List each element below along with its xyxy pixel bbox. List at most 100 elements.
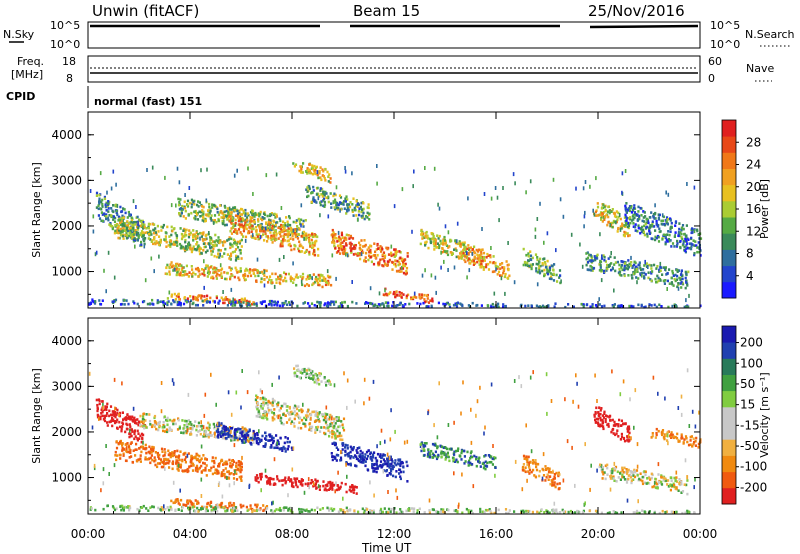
colorbar-segment [722, 168, 736, 186]
echo-region [624, 202, 703, 257]
echo-region [114, 439, 243, 482]
colorbar-tick-label: 16 [746, 202, 761, 216]
colorbar-segment [722, 455, 736, 473]
colorbar-segment [722, 249, 736, 267]
beam-title: Beam 15 [353, 2, 420, 20]
time-tick-label: 00:00 [71, 527, 106, 541]
echo-region [419, 228, 486, 266]
echo-region [521, 454, 561, 491]
echo-region [228, 211, 320, 257]
colorbar-tick-label: 15 [740, 398, 755, 412]
echo-region [382, 287, 434, 304]
echo-region [330, 228, 409, 276]
colorbar-tick-label: 20 [746, 180, 761, 194]
echo-region [522, 247, 562, 285]
colorbar-segment [722, 374, 736, 392]
echo-region [89, 504, 696, 515]
scatter-echoes [89, 164, 696, 303]
cpid-label: CPID [6, 90, 35, 103]
y-tick-label: 2000 [51, 219, 82, 233]
colorbar-segment [722, 152, 736, 169]
echo-region [88, 298, 702, 309]
noise-tick-bottom-right: 10^0 [710, 38, 740, 51]
echo-region [254, 472, 358, 495]
nave-tick-top: 60 [708, 55, 722, 68]
echo-region [330, 441, 409, 483]
colorbar-segment [722, 200, 736, 218]
station-title: Unwin (fitACF) [92, 2, 199, 20]
colorbar-segment [722, 406, 736, 424]
time-tick-label: 12:00 [377, 527, 412, 541]
power-panel: 1000 2000 3000 4000 Slant Range [km] [30, 111, 703, 309]
colorbar-segment [722, 423, 736, 440]
freq-tick-top: 18 [62, 55, 76, 68]
time-axis-label: Time UT [361, 541, 412, 554]
cpid-value: normal (fast) 151 [94, 95, 202, 108]
colorbar-segment [722, 265, 736, 283]
nsearch-label: N.Search [745, 28, 795, 41]
colorbar-segment [722, 439, 736, 456]
noise-strip-frame [87, 21, 701, 49]
echo-region [458, 243, 511, 280]
echo-region [166, 292, 255, 306]
y-axis-label: Slant Range [km] [30, 368, 43, 464]
velocity-panel: 1000 2000 3000 4000 Slant Range [km] [30, 317, 702, 515]
colorbar-segment [722, 487, 736, 505]
y-tick-label: 1000 [51, 471, 82, 485]
colorbar-tick-label: 28 [746, 135, 761, 149]
velocity-colorbar: 200 100 50 15 -15 -50 -100 -200 Velocity [m s⁻¹] [721, 325, 771, 505]
colorbar-tick-label: 8 [746, 247, 754, 261]
time-tick-label: 16:00 [479, 527, 514, 541]
colorbar-tick-label: 24 [746, 158, 761, 172]
colorbar-segment [722, 120, 736, 137]
colorbar-segment [722, 342, 736, 359]
nave-label: Nave [746, 62, 774, 75]
noise-tick-top-right: 10^5 [710, 19, 740, 32]
echo-region [95, 398, 147, 444]
time-tick-label: 20:00 [581, 527, 616, 541]
echo-region [650, 427, 702, 449]
nave-tick-bottom: 0 [708, 72, 715, 85]
y-tick-label: 1000 [51, 265, 82, 279]
echo-region [254, 394, 346, 442]
y-tick-label: 3000 [51, 379, 82, 393]
noise-tick-top-left: 10^5 [50, 19, 80, 32]
echo-region [164, 261, 333, 289]
freq-strip-frame [87, 55, 701, 83]
colorbar-tick-label: 100 [740, 356, 763, 370]
time-tick-label: 00:00 [683, 527, 718, 541]
nsky-label: N.Sky [3, 28, 35, 41]
echo-region [598, 463, 689, 496]
time-axis: 00:00 04:00 08:00 12:00 16:00 20:00 00:00 [71, 527, 718, 541]
echo-region [215, 421, 294, 453]
freq-label: Freq. [17, 55, 44, 68]
colorbar-tick-label: -200 [740, 480, 767, 494]
time-tick-label: 08:00 [275, 527, 310, 541]
colorbar-segment [722, 281, 736, 299]
power-colorbar: 4 8 12 16 20 24 28 Power [dB] [721, 119, 771, 299]
time-tick-label: 04:00 [173, 527, 208, 541]
colorbar-tick-label: -15 [740, 418, 760, 432]
colorbar-tick-label: 12 [746, 224, 761, 238]
colorbar-tick-label: 50 [740, 377, 755, 391]
colorbar-segment [722, 184, 736, 202]
y-tick-label: 4000 [51, 334, 82, 348]
colorbar-tick-label: 200 [740, 336, 763, 350]
colorbar-segment [722, 390, 736, 408]
colorbar-segment [722, 136, 736, 153]
colorbar-label: Velocity [m s⁻¹] [758, 372, 771, 457]
y-tick-label: 4000 [51, 128, 82, 142]
y-axis-label: Slant Range [km] [30, 162, 43, 258]
scatter-echoes [88, 368, 700, 509]
y-tick-label: 2000 [51, 425, 82, 439]
colorbar-tick-label: 4 [746, 269, 754, 283]
y-tick-label: 3000 [51, 173, 82, 187]
colorbar-segment [722, 471, 736, 489]
echo-region [292, 162, 332, 184]
echo-region [293, 364, 332, 387]
colorbar-segment [722, 326, 736, 343]
echo-region [419, 441, 497, 471]
colorbar-tick-label: -50 [740, 439, 760, 453]
colorbar-segment [722, 233, 736, 250]
